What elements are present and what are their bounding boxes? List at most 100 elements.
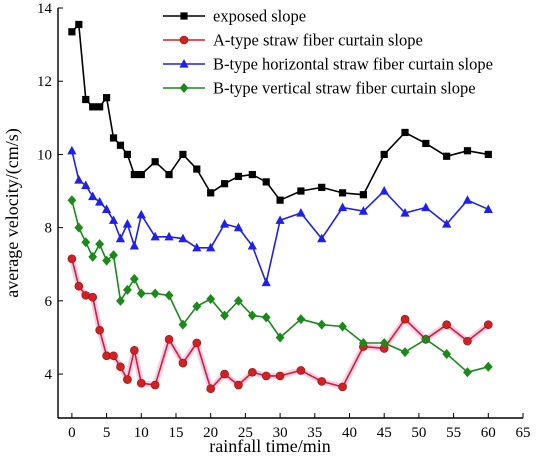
data-point xyxy=(74,281,84,291)
data-point xyxy=(400,314,410,324)
data-point xyxy=(358,206,368,215)
data-point xyxy=(275,371,285,381)
data-point xyxy=(96,103,104,111)
data-point xyxy=(234,380,243,390)
data-point xyxy=(380,150,388,159)
x-tick-label: 25 xyxy=(238,425,253,441)
data-point xyxy=(276,196,284,204)
data-point xyxy=(192,301,202,312)
data-point xyxy=(317,233,327,243)
data-point xyxy=(136,288,146,299)
data-point xyxy=(483,361,493,372)
x-tick-label: 45 xyxy=(377,425,392,441)
data-point xyxy=(74,175,84,184)
data-point xyxy=(442,348,452,359)
data-point xyxy=(484,150,492,159)
data-point xyxy=(75,20,83,29)
legend-item: A-type straw fiber curtain slope xyxy=(163,31,423,50)
axes xyxy=(57,8,523,419)
legend-marker xyxy=(179,35,189,45)
data-point xyxy=(164,231,174,241)
data-point xyxy=(483,320,493,329)
legend-label: A-type straw fiber curtain slope xyxy=(213,31,423,50)
y-tick-label: 8 xyxy=(45,221,53,237)
data-point xyxy=(82,95,90,104)
data-point xyxy=(206,242,216,252)
data-point xyxy=(130,170,138,179)
data-point xyxy=(462,195,473,204)
data-point xyxy=(151,158,159,166)
data-point xyxy=(206,384,215,394)
series-4 xyxy=(67,195,493,378)
y-tick-label: 14 xyxy=(37,1,53,17)
legend-marker xyxy=(179,83,189,93)
data-point xyxy=(317,319,327,330)
x-tick-label: 5 xyxy=(103,425,111,441)
x-tick-label: 65 xyxy=(516,425,531,441)
data-point xyxy=(129,273,139,284)
series-3 xyxy=(67,145,493,287)
x-tick-label: 50 xyxy=(411,425,426,441)
data-point xyxy=(150,380,160,390)
data-point xyxy=(233,222,244,232)
x-tick-label: 15 xyxy=(168,425,183,441)
data-point xyxy=(247,240,257,250)
data-point xyxy=(483,204,493,213)
data-point xyxy=(247,310,257,321)
data-point xyxy=(116,141,125,149)
data-point xyxy=(234,172,243,180)
data-point xyxy=(442,320,451,329)
x-tick-label: 55 xyxy=(446,425,461,441)
data-point xyxy=(102,255,111,266)
data-point xyxy=(317,377,327,386)
series-1 xyxy=(68,20,492,204)
data-point xyxy=(400,208,410,217)
data-point xyxy=(261,277,271,287)
data-point xyxy=(88,251,98,262)
data-point xyxy=(463,336,472,346)
data-point xyxy=(442,218,452,228)
data-point xyxy=(358,337,368,348)
legend-label: B-type horizontal straw fiber curtain sl… xyxy=(213,55,493,74)
data-point xyxy=(164,290,174,301)
data-point xyxy=(109,351,118,361)
data-point xyxy=(89,103,97,111)
data-point xyxy=(68,28,76,36)
data-point xyxy=(359,191,367,199)
data-point xyxy=(67,145,77,155)
x-ticks: 0 5 10 15 20 25 30 35 40 45 50 55 60 65 xyxy=(68,413,531,441)
data-point xyxy=(88,292,98,302)
data-point xyxy=(102,94,111,102)
data-point xyxy=(123,284,132,295)
data-point xyxy=(178,319,188,330)
data-point xyxy=(123,150,132,159)
data-point xyxy=(379,186,389,195)
x-axis-title: rainfall time/min xyxy=(209,436,330,456)
data-point xyxy=(192,242,202,252)
data-point xyxy=(130,345,139,355)
legend-item: B-type horizontal straw fiber curtain sl… xyxy=(163,55,493,74)
data-point xyxy=(296,208,306,217)
data-point xyxy=(164,334,174,344)
data-point xyxy=(248,367,257,377)
data-point xyxy=(421,202,431,212)
data-point xyxy=(206,294,216,305)
legend-marker xyxy=(180,12,188,20)
data-point xyxy=(421,334,431,345)
legend-item: exposed slope xyxy=(163,7,306,26)
data-point xyxy=(275,215,285,224)
data-point xyxy=(338,189,347,197)
x-tick-label: 20 xyxy=(203,425,218,441)
data-point xyxy=(81,180,91,190)
x-tick-label: 10 xyxy=(134,425,149,441)
data-point xyxy=(95,239,105,250)
data-point xyxy=(192,338,202,348)
data-point xyxy=(179,150,187,159)
data-point xyxy=(81,237,91,248)
data-point xyxy=(318,183,326,191)
data-point xyxy=(207,189,215,197)
legend-label: B-type vertical straw fiber curtain slop… xyxy=(213,79,476,98)
data-point xyxy=(109,134,118,142)
data-point xyxy=(297,187,305,195)
